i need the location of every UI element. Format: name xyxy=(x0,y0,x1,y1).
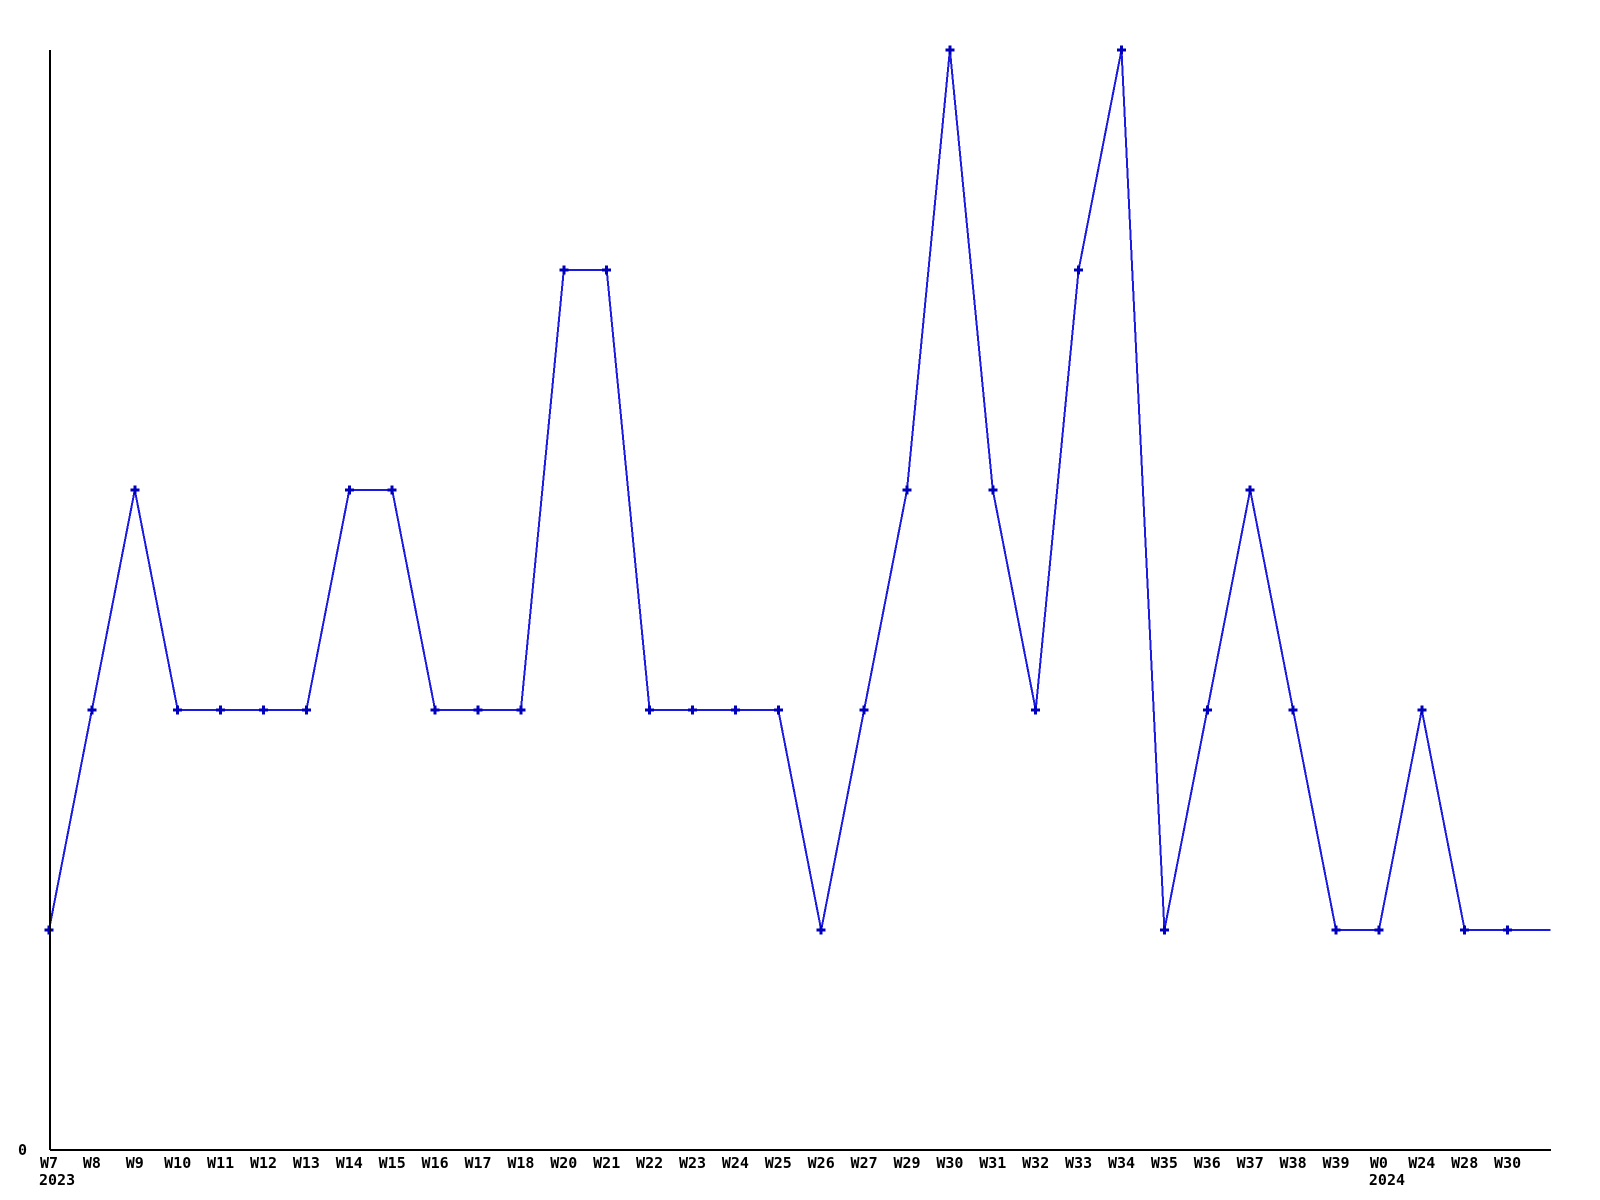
x-tick-label: W24 xyxy=(1408,1154,1435,1172)
x-tick-label: W36 xyxy=(1194,1154,1221,1172)
data-point-marker xyxy=(1159,925,1169,935)
data-point-marker xyxy=(1417,705,1427,715)
x-tick-label: W28 xyxy=(1451,1154,1478,1172)
x-tick-label: W8 xyxy=(83,1154,101,1172)
x-tick-label: W10 xyxy=(164,1154,191,1172)
x-tick-label: W16 xyxy=(422,1154,449,1172)
data-point-marker xyxy=(688,705,697,715)
x-tick-label: W9 xyxy=(126,1154,144,1172)
x-tick-label: W31 xyxy=(979,1154,1006,1172)
data-point-marker xyxy=(730,705,740,715)
data-point-marker xyxy=(387,485,397,495)
x-tick-label: W14 xyxy=(336,1154,363,1172)
data-point-marker xyxy=(516,705,526,715)
data-point-marker xyxy=(259,705,268,715)
x-tick-label: W24 xyxy=(722,1154,749,1172)
data-point-marker xyxy=(1202,705,1212,715)
data-point-marker xyxy=(173,705,183,715)
x-tick-label: W20 xyxy=(550,1154,577,1172)
x-tick-label: W34 xyxy=(1108,1154,1135,1172)
x-tick-label: W37 xyxy=(1237,1154,1264,1172)
data-point-marker xyxy=(559,265,569,275)
x-tick-label: W25 xyxy=(765,1154,792,1172)
x-tick-label: W39 xyxy=(1322,1154,1349,1172)
x-tick-label: W29 xyxy=(893,1154,920,1172)
x-tick-label: W11 xyxy=(207,1154,234,1172)
data-point-marker xyxy=(301,705,311,715)
data-point-marker xyxy=(473,705,483,715)
x-tick-label: W7 xyxy=(40,1154,58,1172)
data-point-marker xyxy=(602,265,612,275)
data-point-marker xyxy=(1245,485,1255,495)
year-label: 2023 xyxy=(39,1171,75,1189)
data-point-marker xyxy=(1460,925,1470,935)
x-tick-label: W18 xyxy=(507,1154,534,1172)
x-tick-label: W12 xyxy=(250,1154,277,1172)
year-label: 2024 xyxy=(1369,1171,1405,1189)
data-point-marker xyxy=(816,925,826,935)
x-tick-label: W38 xyxy=(1280,1154,1307,1172)
data-point-marker xyxy=(216,705,226,715)
data-point-marker xyxy=(859,705,869,715)
x-tick-label: W27 xyxy=(851,1154,878,1172)
data-point-marker xyxy=(1031,705,1041,715)
data-point-marker xyxy=(902,485,912,495)
x-tick-label: W33 xyxy=(1065,1154,1092,1172)
data-point-marker xyxy=(430,705,440,715)
x-tick-label: W32 xyxy=(1022,1154,1049,1172)
data-point-marker xyxy=(1117,45,1126,55)
data-point-marker xyxy=(1503,925,1513,935)
x-tick-label: W30 xyxy=(1494,1154,1521,1172)
x-tick-label: W0 xyxy=(1370,1154,1388,1172)
data-point-marker xyxy=(130,485,140,495)
x-tick-label: W22 xyxy=(636,1154,663,1172)
data-point-marker xyxy=(1331,925,1341,935)
data-point-marker xyxy=(988,485,998,495)
data-point-marker xyxy=(1288,705,1298,715)
x-tick-label: W23 xyxy=(679,1154,706,1172)
data-polyline xyxy=(48,49,1551,931)
x-tick-label: W15 xyxy=(379,1154,406,1172)
x-tick-label: W13 xyxy=(293,1154,320,1172)
data-point-marker xyxy=(945,45,955,55)
data-point-marker xyxy=(1374,925,1384,935)
data-point-marker xyxy=(1074,265,1084,275)
x-tick-label: W35 xyxy=(1151,1154,1178,1172)
x-tick-label: W26 xyxy=(808,1154,835,1172)
data-point-marker xyxy=(344,485,354,495)
data-point-marker xyxy=(773,705,783,715)
x-tick-label: W17 xyxy=(464,1154,491,1172)
x-tick-label: W21 xyxy=(593,1154,620,1172)
y-zero-label: 0 xyxy=(18,1141,27,1159)
data-point-marker xyxy=(87,705,97,715)
x-tick-label: W30 xyxy=(936,1154,963,1172)
data-point-marker xyxy=(645,705,655,715)
